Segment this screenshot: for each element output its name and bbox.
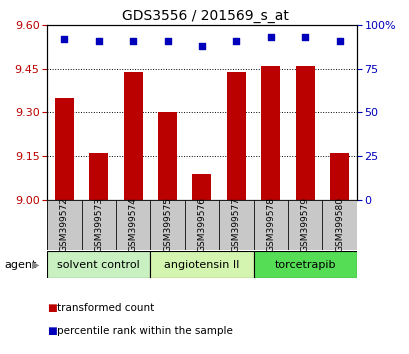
Point	[130, 38, 136, 44]
Point	[335, 38, 342, 44]
Text: GSM399576: GSM399576	[197, 197, 206, 252]
Text: GSM399575: GSM399575	[163, 197, 172, 252]
Text: ■: ■	[47, 303, 57, 313]
FancyBboxPatch shape	[150, 251, 253, 278]
Text: GDS3556 / 201569_s_at: GDS3556 / 201569_s_at	[121, 9, 288, 23]
Point	[301, 34, 308, 40]
Text: GSM399573: GSM399573	[94, 197, 103, 252]
Text: GSM399580: GSM399580	[334, 197, 343, 252]
FancyBboxPatch shape	[253, 251, 356, 278]
FancyBboxPatch shape	[150, 200, 184, 250]
Text: ■: ■	[47, 326, 57, 336]
FancyBboxPatch shape	[47, 200, 81, 250]
Bar	[158, 112, 177, 200]
Bar	[89, 153, 108, 200]
Text: angiotensin II: angiotensin II	[164, 259, 239, 270]
Text: GSM399578: GSM399578	[265, 197, 274, 252]
Text: ▶: ▶	[32, 259, 39, 270]
FancyBboxPatch shape	[253, 200, 287, 250]
FancyBboxPatch shape	[184, 200, 218, 250]
Point	[61, 36, 67, 42]
FancyBboxPatch shape	[116, 200, 150, 250]
Bar	[329, 153, 348, 200]
Text: GSM399572: GSM399572	[60, 197, 69, 252]
Bar	[124, 72, 142, 200]
FancyBboxPatch shape	[321, 200, 356, 250]
Point	[232, 38, 239, 44]
Bar	[261, 65, 279, 200]
FancyBboxPatch shape	[81, 200, 116, 250]
FancyBboxPatch shape	[47, 251, 150, 278]
Point	[164, 38, 171, 44]
FancyBboxPatch shape	[47, 200, 356, 250]
Bar	[55, 98, 74, 200]
Text: solvent control: solvent control	[57, 259, 140, 270]
Text: GSM399577: GSM399577	[231, 197, 240, 252]
Bar	[226, 72, 245, 200]
Text: GSM399579: GSM399579	[300, 197, 309, 252]
Bar	[295, 65, 314, 200]
Point	[267, 34, 273, 40]
Text: GSM399574: GSM399574	[128, 197, 137, 252]
Text: percentile rank within the sample: percentile rank within the sample	[57, 326, 233, 336]
Point	[198, 43, 204, 48]
FancyBboxPatch shape	[287, 200, 321, 250]
Text: torcetrapib: torcetrapib	[274, 259, 335, 270]
Text: agent: agent	[4, 259, 36, 270]
FancyBboxPatch shape	[218, 200, 253, 250]
Point	[95, 38, 102, 44]
Text: transformed count: transformed count	[57, 303, 154, 313]
Bar	[192, 174, 211, 200]
